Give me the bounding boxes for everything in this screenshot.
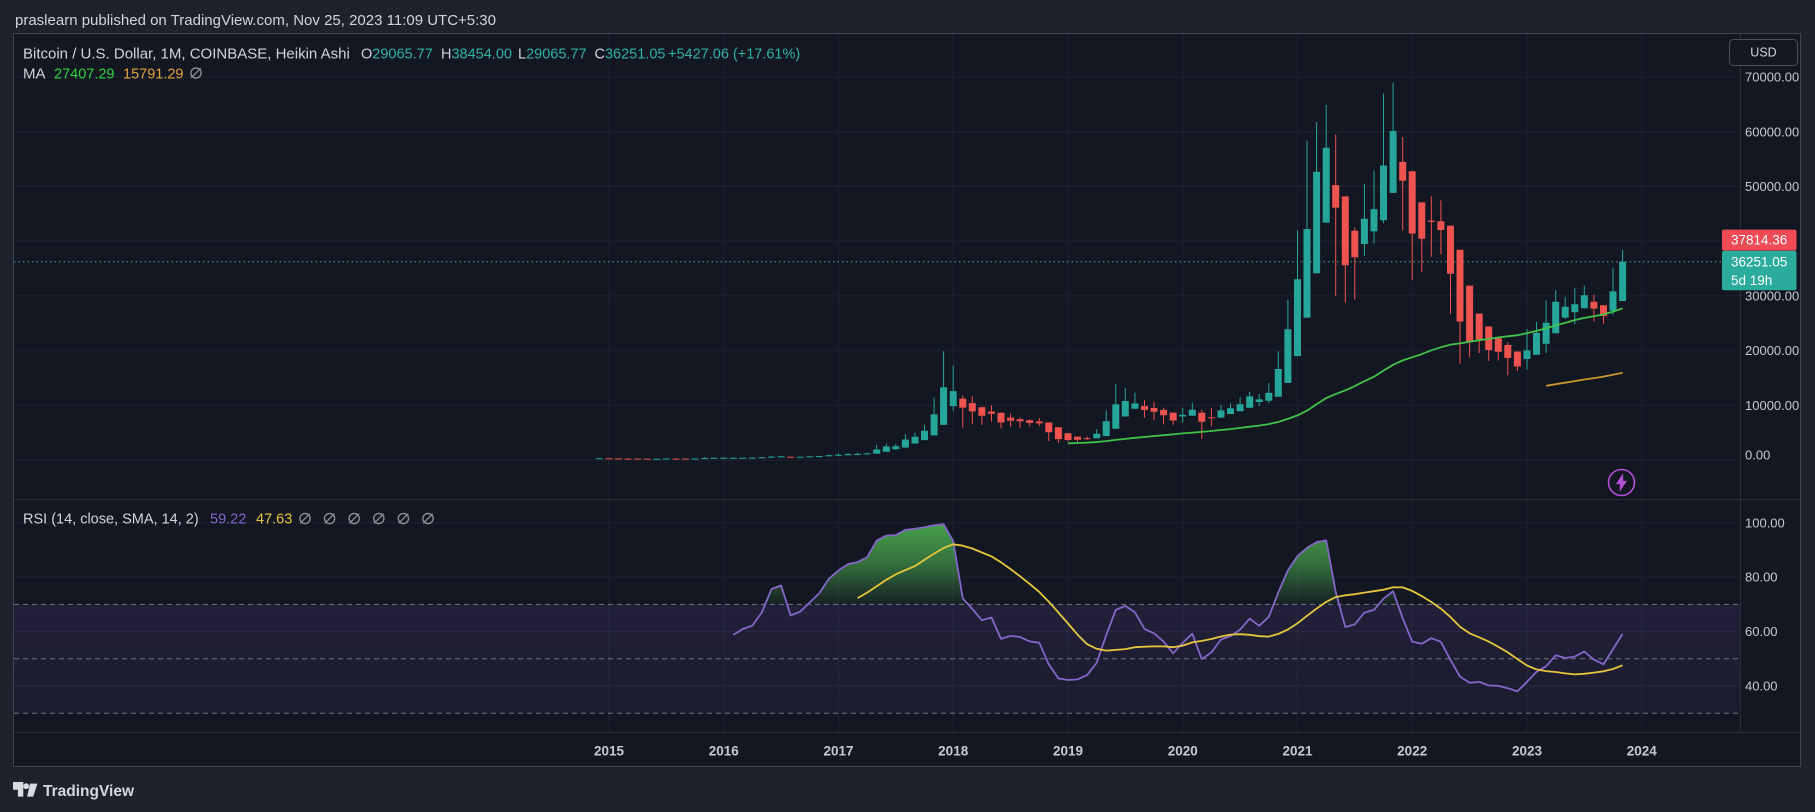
- svg-text:20000.00: 20000.00: [1745, 343, 1799, 358]
- svg-text:30000.00: 30000.00: [1745, 288, 1799, 303]
- svg-text:L29065.77: L29065.77: [518, 47, 587, 63]
- svg-text:2020: 2020: [1168, 744, 1198, 759]
- svg-text:O29065.77: O29065.77: [361, 47, 433, 63]
- svg-text:MA: MA: [23, 66, 46, 83]
- svg-text:59.22: 59.22: [210, 512, 246, 528]
- svg-text:2022: 2022: [1397, 744, 1427, 759]
- svg-text:USD: USD: [1750, 46, 1776, 60]
- svg-text:15791.29: 15791.29: [123, 67, 183, 83]
- svg-text:2018: 2018: [938, 744, 969, 759]
- svg-text:TradingView: TradingView: [43, 783, 135, 800]
- svg-text:H38454.00: H38454.00: [441, 47, 512, 63]
- svg-text:47.63: 47.63: [256, 512, 292, 528]
- svg-text:RSI (14, close, SMA, 14, 2): RSI (14, close, SMA, 14, 2): [23, 512, 199, 528]
- svg-text:2023: 2023: [1512, 744, 1543, 759]
- svg-text:5d 19h: 5d 19h: [1731, 273, 1772, 288]
- svg-text:40.00: 40.00: [1745, 679, 1778, 694]
- svg-text:2015: 2015: [594, 744, 625, 759]
- svg-text:2024: 2024: [1627, 744, 1658, 759]
- svg-text:36251.05: 36251.05: [1731, 254, 1787, 269]
- svg-text:0.00: 0.00: [1745, 448, 1770, 463]
- svg-text:2021: 2021: [1282, 744, 1313, 759]
- svg-text:60.00: 60.00: [1745, 624, 1778, 639]
- svg-text:80.00: 80.00: [1745, 570, 1778, 585]
- svg-text:Bitcoin / U.S. Dollar, 1M, COI: Bitcoin / U.S. Dollar, 1M, COINBASE, Hei…: [23, 46, 350, 63]
- svg-text:2016: 2016: [709, 744, 740, 759]
- svg-text:10000.00: 10000.00: [1745, 398, 1799, 413]
- svg-text:2019: 2019: [1053, 744, 1083, 759]
- svg-text:praslearn published on Trading: praslearn published on TradingView.com, …: [15, 12, 496, 29]
- svg-text:70000.00: 70000.00: [1745, 70, 1799, 85]
- svg-text:+5427.06 (+17.61%): +5427.06 (+17.61%): [668, 47, 800, 63]
- svg-text:60000.00: 60000.00: [1745, 124, 1799, 139]
- svg-text:27407.29: 27407.29: [54, 67, 114, 83]
- svg-text:37814.36: 37814.36: [1731, 233, 1787, 248]
- svg-text:2017: 2017: [823, 744, 853, 759]
- svg-text:100.00: 100.00: [1745, 515, 1785, 530]
- svg-text:50000.00: 50000.00: [1745, 179, 1799, 194]
- svg-text:C36251.05: C36251.05: [595, 47, 666, 63]
